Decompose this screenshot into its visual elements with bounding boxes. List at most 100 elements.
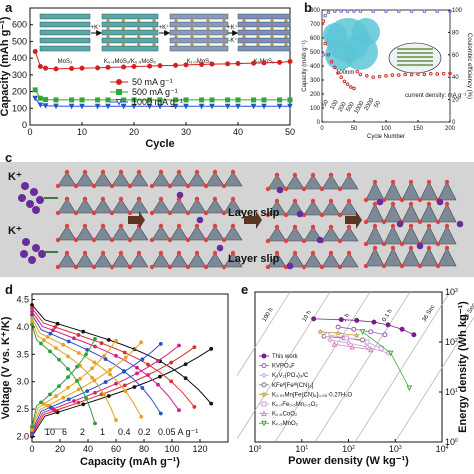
sulfur-atom: [109, 183, 115, 189]
charge-curve: [31, 338, 96, 427]
sulfur-atom: [408, 201, 414, 207]
sulfur-atom: [426, 179, 432, 185]
process-arrow: [128, 211, 145, 229]
data-point: [55, 321, 60, 326]
data-point: [345, 340, 352, 346]
layer-slab: [169, 21, 229, 28]
moS2-octahedron: [419, 247, 439, 267]
data-point: [30, 424, 34, 429]
y-tick-label: 600: [12, 20, 27, 30]
sulfur-atom: [435, 241, 441, 247]
data-point: [261, 103, 267, 110]
moS2-octahedron: [419, 203, 439, 223]
layer-slab: [101, 13, 159, 20]
data-point: [225, 97, 231, 103]
data-point: [61, 342, 66, 347]
data-point: [343, 335, 349, 341]
moS2-octahedron: [93, 171, 113, 187]
series-3: [30, 312, 163, 434]
discharge-curve: [31, 321, 117, 421]
panel-d: d 10 6 2 1 0.4 0.2 0.05 A g⁻¹ 0 20 40 60 80 100 120 2.…: [0, 282, 237, 469]
moS2-octahedron: [223, 225, 243, 241]
sulfur-atom: [167, 237, 173, 243]
x-axis-title: Cycle Number: [367, 134, 405, 140]
data-point: [390, 73, 395, 77]
data-point: [90, 375, 94, 380]
y-tick-label: 0: [22, 120, 27, 130]
sulfur-atom: [118, 250, 124, 256]
potassium-ion: [18, 194, 26, 202]
potassium-ion: [206, 34, 210, 39]
sulfur-atom: [176, 250, 182, 256]
data-point: [359, 329, 366, 335]
panel-c: c K⁺ K⁺ Layer slip Layer slip: [0, 150, 474, 280]
data-point: [358, 9, 363, 13]
data-point: [411, 332, 417, 338]
data-point: [422, 9, 427, 13]
legend-label: 50 mA g⁻¹: [132, 77, 173, 87]
series-0: [321, 19, 452, 91]
y-tick-label: 800: [310, 8, 321, 14]
data-point: [147, 63, 153, 69]
rate-label: 0.05 A g⁻¹: [158, 427, 198, 437]
sulfur-atom: [337, 212, 343, 218]
data-point: [335, 324, 341, 330]
sem-flake: [352, 18, 380, 46]
time-line: [394, 316, 474, 443]
time-line-label: 10 h: [302, 310, 313, 323]
data-point: [397, 9, 401, 13]
y-tick-label: 101: [445, 387, 458, 397]
data-point: [68, 103, 75, 110]
data-point: [177, 408, 181, 413]
data-point: [106, 337, 111, 342]
data-point: [209, 61, 215, 67]
moS2-octahedron: [401, 247, 421, 267]
potassium-ion: [222, 18, 226, 23]
potassium-ion: [106, 18, 110, 23]
sulfur-atom: [301, 238, 307, 244]
data-point: [345, 9, 350, 13]
data-point: [30, 316, 34, 321]
discharge-curve: [31, 304, 212, 404]
sulfur-atom: [363, 197, 369, 203]
data-point: [146, 103, 153, 110]
moS2-octahedron: [437, 181, 457, 201]
moS2-octahedron: [205, 171, 225, 187]
data-point: [114, 353, 118, 358]
potassium-ion: [190, 42, 194, 47]
moS2-octahedron: [57, 171, 77, 187]
moS2-octahedron: [401, 225, 421, 245]
intercalated-k-ion: [296, 210, 304, 218]
potassium-ion: [30, 188, 38, 196]
inset-layer: [397, 56, 433, 58]
sulfur-atom: [265, 212, 271, 218]
data-point: [251, 60, 257, 66]
sulfur-atom: [381, 263, 387, 269]
moS2-octahedron: [187, 171, 207, 187]
data-point: [122, 369, 126, 373]
y-tick-label: 102: [445, 337, 458, 347]
data-point: [183, 97, 189, 103]
potassium-ion: [242, 26, 246, 31]
data-point: [131, 103, 137, 110]
legend-label: K₀.₆CoO₂: [272, 412, 298, 418]
series-line: [329, 339, 389, 354]
sulfur-atom: [292, 250, 298, 256]
sulfur-atom: [55, 264, 61, 270]
data-point: [69, 66, 75, 72]
data-point: [95, 65, 101, 71]
data-point: [78, 376, 82, 381]
stage-label: K₁.₀MoS₂: [187, 59, 213, 65]
potassium-ion: [206, 26, 210, 31]
data-point: [261, 97, 267, 103]
data-point: [114, 338, 118, 343]
data-point: [135, 365, 139, 370]
y2-tick-label: 40: [452, 75, 459, 81]
data-point: [76, 387, 81, 392]
sulfur-atom: [73, 264, 79, 270]
data-point: [146, 362, 150, 367]
potassium-ion: [137, 18, 141, 23]
data-point: [93, 337, 97, 341]
x-tick-label: 200: [445, 126, 456, 132]
moS2-octahedron: [93, 252, 113, 268]
